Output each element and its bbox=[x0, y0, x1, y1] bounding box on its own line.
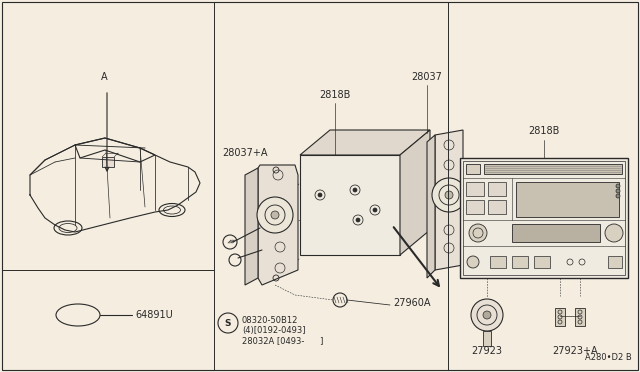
Polygon shape bbox=[427, 135, 435, 278]
Text: A: A bbox=[100, 72, 108, 82]
Polygon shape bbox=[435, 130, 463, 270]
Bar bbox=[460, 158, 628, 278]
Text: 64891U: 64891U bbox=[135, 310, 173, 320]
Bar bbox=[516, 182, 619, 217]
Bar bbox=[555, 308, 565, 326]
Text: 27923+A: 27923+A bbox=[552, 346, 598, 356]
Circle shape bbox=[605, 224, 623, 242]
Text: 2818B: 2818B bbox=[528, 126, 560, 136]
Circle shape bbox=[483, 311, 491, 319]
Circle shape bbox=[257, 197, 293, 233]
Circle shape bbox=[616, 189, 620, 193]
Text: 27960A: 27960A bbox=[393, 298, 431, 308]
Text: 2818B: 2818B bbox=[319, 90, 351, 100]
Circle shape bbox=[616, 184, 620, 188]
Text: 28037+A: 28037+A bbox=[222, 148, 268, 158]
Polygon shape bbox=[300, 130, 430, 155]
Bar bbox=[488, 182, 506, 196]
Circle shape bbox=[356, 218, 360, 222]
Bar bbox=[102, 157, 114, 167]
Bar bbox=[300, 155, 400, 255]
Bar bbox=[466, 182, 484, 196]
Bar bbox=[512, 256, 528, 268]
Text: S: S bbox=[225, 318, 231, 327]
Bar bbox=[490, 256, 506, 268]
Text: A280•D2 B: A280•D2 B bbox=[585, 353, 632, 362]
Circle shape bbox=[373, 208, 377, 212]
Bar bbox=[484, 164, 622, 174]
Bar bbox=[483, 331, 491, 346]
Circle shape bbox=[353, 188, 357, 192]
Circle shape bbox=[616, 194, 620, 198]
Circle shape bbox=[432, 178, 466, 212]
Text: 28037: 28037 bbox=[412, 72, 442, 82]
Circle shape bbox=[318, 193, 322, 197]
Circle shape bbox=[471, 299, 503, 331]
Text: (4)[0192-0493]: (4)[0192-0493] bbox=[242, 326, 305, 335]
Circle shape bbox=[467, 256, 479, 268]
Polygon shape bbox=[245, 168, 258, 285]
Bar bbox=[608, 256, 622, 268]
Bar bbox=[575, 308, 585, 326]
Text: 28032A [0493-      ]: 28032A [0493- ] bbox=[242, 336, 323, 345]
Bar bbox=[466, 164, 480, 174]
Bar bbox=[534, 256, 550, 268]
Text: 08320-50B12: 08320-50B12 bbox=[242, 316, 298, 325]
Bar bbox=[512, 224, 600, 242]
Circle shape bbox=[445, 191, 453, 199]
Text: 27923: 27923 bbox=[472, 346, 502, 356]
Bar bbox=[488, 200, 506, 214]
Polygon shape bbox=[400, 130, 430, 255]
Circle shape bbox=[469, 224, 487, 242]
Circle shape bbox=[271, 211, 279, 219]
Bar bbox=[466, 200, 484, 214]
Polygon shape bbox=[258, 165, 298, 285]
Bar bbox=[463, 161, 625, 275]
